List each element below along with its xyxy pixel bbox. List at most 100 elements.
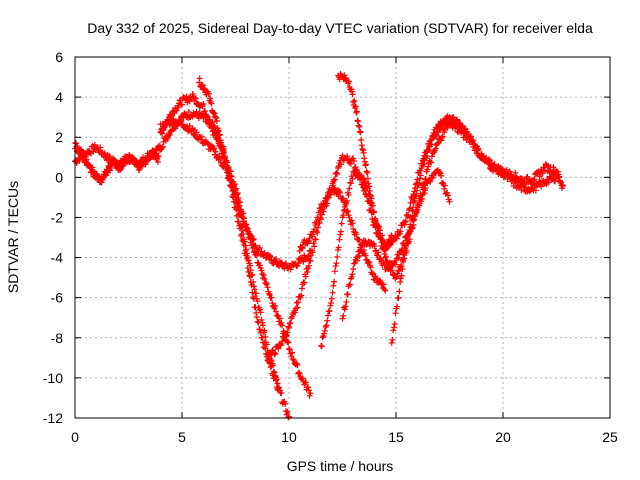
data-point-marker: [347, 281, 354, 288]
data-point-marker: [342, 303, 349, 310]
data-point-marker: [423, 155, 430, 162]
data-point-marker: [333, 260, 340, 267]
data-point-marker: [377, 236, 384, 243]
data-point-marker: [470, 137, 477, 144]
data-point-marker: [216, 131, 223, 138]
data-point-marker: [413, 187, 420, 194]
series-track-d: [157, 116, 314, 399]
data-point-marker: [444, 192, 451, 199]
data-point-marker: [344, 153, 351, 160]
data-point-marker: [215, 128, 222, 135]
data-point-marker: [261, 327, 268, 334]
chart-title: Day 332 of 2025, Sidereal Day-to-day VTE…: [87, 20, 593, 36]
data-point-marker: [323, 322, 330, 329]
data-point-marker: [318, 343, 325, 350]
data-point-marker: [155, 153, 162, 160]
data-point-marker: [398, 247, 405, 254]
data-point-marker: [370, 209, 377, 216]
data-point-marker: [421, 190, 428, 197]
data-point-marker: [208, 100, 215, 107]
y-axis-label: SDTVAR / TECUs: [5, 181, 21, 293]
data-point-marker: [441, 129, 448, 136]
data-point-marker: [401, 249, 408, 256]
data-point-marker: [307, 257, 314, 264]
data-point-marker: [256, 326, 263, 333]
data-point-marker: [489, 161, 496, 168]
data-point-marker: [256, 244, 263, 251]
data-point-marker: [236, 202, 243, 209]
data-point-marker: [243, 224, 250, 231]
data-point-marker: [295, 260, 302, 267]
data-point-marker: [315, 216, 322, 223]
data-point-marker: [446, 198, 453, 205]
data-point-marker: [347, 160, 354, 167]
data-point-marker: [484, 157, 491, 164]
data-point-marker: [269, 362, 276, 369]
data-point-marker: [356, 123, 363, 130]
data-point-marker: [531, 176, 538, 183]
data-point-marker: [298, 244, 305, 251]
data-point-marker: [120, 162, 127, 169]
data-point-marker: [349, 91, 356, 98]
data-point-marker: [234, 197, 241, 204]
data-point-marker: [364, 169, 371, 176]
data-point-marker: [389, 336, 396, 343]
data-point-marker: [224, 169, 231, 176]
data-point-marker: [401, 221, 408, 228]
data-point-marker: [363, 161, 370, 168]
data-point-marker: [496, 165, 503, 172]
data-point-marker: [414, 206, 421, 213]
data-point-marker: [285, 339, 292, 346]
data-point-marker: [343, 298, 350, 305]
data-point-marker: [273, 256, 280, 263]
data-point-marker: [416, 175, 423, 182]
data-point-marker: [213, 117, 220, 124]
data-point-marker: [400, 258, 407, 265]
data-point-marker: [278, 390, 285, 397]
data-point-marker: [209, 119, 216, 126]
data-point-marker: [375, 249, 382, 256]
data-point-marker: [326, 308, 333, 315]
data-point-marker: [282, 260, 289, 267]
data-point-marker: [101, 150, 108, 157]
data-point-marker: [298, 285, 305, 292]
data-point-marker: [417, 172, 424, 179]
data-point-marker: [366, 259, 373, 266]
data-point-marker: [396, 267, 403, 274]
data-point-marker: [263, 341, 270, 348]
data-point-marker: [363, 168, 370, 175]
data-point-marker: [409, 207, 416, 214]
data-point-marker: [360, 149, 367, 156]
data-point-marker: [284, 338, 291, 345]
data-point-marker: [252, 304, 259, 311]
data-point-marker: [234, 196, 241, 203]
data-point-marker: [358, 142, 365, 149]
data-point-marker: [395, 254, 402, 261]
data-point-marker: [530, 177, 537, 184]
data-point-marker: [357, 129, 364, 136]
data-point-marker: [312, 222, 319, 229]
data-point-marker: [375, 225, 382, 232]
data-point-marker: [259, 319, 266, 326]
data-point-marker: [407, 221, 414, 228]
data-point-marker: [298, 292, 305, 299]
series-track-j: [388, 115, 470, 346]
y-tick-label: 6: [55, 49, 63, 65]
series-track-i: [296, 182, 389, 294]
data-point-marker: [237, 208, 244, 215]
data-point-marker: [359, 145, 366, 152]
data-point-marker: [364, 185, 371, 192]
data-point-marker: [411, 197, 418, 204]
data-point-marker: [241, 238, 248, 245]
data-point-marker: [253, 249, 260, 256]
data-point-marker: [200, 101, 207, 108]
data-point-marker: [264, 284, 271, 291]
data-point-marker: [199, 82, 206, 89]
data-point-marker: [186, 122, 193, 129]
data-point-marker: [238, 213, 245, 220]
data-point-marker: [321, 330, 328, 337]
data-point-marker: [383, 253, 390, 260]
data-point-marker: [246, 230, 253, 237]
data-point-marker: [244, 254, 251, 261]
data-point-marker: [380, 246, 387, 253]
